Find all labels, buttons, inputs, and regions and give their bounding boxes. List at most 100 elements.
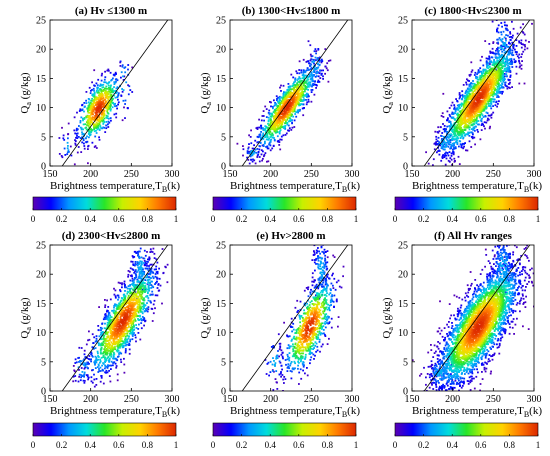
scatter-point bbox=[488, 99, 491, 101]
scatter-point bbox=[278, 126, 281, 129]
scatter-point bbox=[142, 318, 145, 321]
scatter-point bbox=[250, 142, 253, 145]
scatter-point bbox=[484, 40, 487, 42]
scatter-point bbox=[443, 139, 445, 142]
scatter-point bbox=[456, 104, 459, 107]
scatter-point bbox=[463, 105, 466, 108]
scatter-point bbox=[511, 86, 513, 88]
scatter-point bbox=[467, 125, 470, 127]
scatter-point bbox=[473, 99, 476, 102]
scatter-point bbox=[150, 269, 152, 272]
scatter-point bbox=[124, 337, 127, 340]
scatter-point bbox=[123, 295, 125, 298]
scatter-point bbox=[471, 119, 474, 122]
scatter-point bbox=[153, 268, 156, 271]
scatter-point bbox=[485, 103, 487, 105]
scatter-point bbox=[101, 120, 104, 123]
scatter-point bbox=[316, 71, 319, 73]
scatter-point bbox=[440, 139, 443, 142]
scatter-point bbox=[495, 20, 498, 21]
scatter-point bbox=[134, 334, 137, 336]
scatter-point bbox=[479, 70, 482, 73]
scatter-point bbox=[469, 98, 472, 100]
y-tick-label: 0 bbox=[221, 162, 226, 173]
scatter-point bbox=[293, 90, 295, 92]
scatter-point bbox=[469, 121, 471, 124]
scatter-point bbox=[82, 359, 85, 362]
scatter-point bbox=[463, 111, 465, 113]
scatter-point bbox=[506, 87, 509, 90]
scatter-point bbox=[147, 284, 150, 287]
scatter-point bbox=[507, 67, 510, 69]
scatter-point bbox=[117, 101, 120, 104]
scatter-point bbox=[267, 127, 270, 129]
scatter-point bbox=[329, 59, 332, 62]
scatter-point bbox=[503, 44, 506, 46]
scatter-point bbox=[137, 280, 140, 282]
scatter-point bbox=[458, 110, 461, 113]
scatter-point bbox=[85, 128, 88, 131]
panel-title: (c) 1800<Hv≤2300 m bbox=[424, 5, 521, 17]
scatter-point bbox=[505, 67, 507, 70]
scatter-point bbox=[127, 335, 130, 338]
scatter-point bbox=[451, 101, 454, 104]
scatter-point bbox=[271, 113, 274, 116]
scatter-point bbox=[442, 148, 445, 151]
scatter-point bbox=[251, 147, 254, 150]
scatter-point bbox=[487, 64, 490, 67]
scatter-point bbox=[324, 48, 327, 50]
scatter-point bbox=[449, 121, 452, 123]
scatter-point bbox=[286, 121, 289, 124]
scatter-point bbox=[470, 108, 473, 111]
scatter-point bbox=[452, 132, 455, 134]
scatter-point bbox=[291, 98, 294, 101]
scatter-point bbox=[489, 99, 492, 102]
scatter-point bbox=[452, 148, 454, 151]
scatter-point bbox=[280, 109, 283, 112]
scatter-point bbox=[488, 58, 491, 61]
scatter-point bbox=[98, 102, 101, 105]
scatter-point bbox=[498, 53, 500, 56]
scatter-point bbox=[262, 128, 265, 130]
scatter-point bbox=[97, 127, 100, 130]
scatter-point bbox=[122, 79, 125, 81]
scatter-point bbox=[114, 105, 116, 108]
x-axis-label: Brightness temperature,TB(k) bbox=[412, 180, 542, 194]
scatter-point bbox=[81, 131, 83, 134]
scatter-point bbox=[307, 98, 310, 101]
scatter-point bbox=[77, 146, 80, 148]
scatter-point bbox=[94, 126, 96, 128]
scatter-point bbox=[79, 108, 82, 111]
scatter-point bbox=[470, 96, 473, 98]
scatter-point bbox=[510, 36, 513, 38]
scatter-point bbox=[101, 127, 104, 130]
scatter-point bbox=[485, 60, 488, 63]
scatter-point bbox=[462, 108, 465, 111]
scatter-point bbox=[464, 97, 466, 100]
scatter-point bbox=[443, 127, 446, 130]
scatter-point bbox=[499, 84, 502, 87]
scatter-point bbox=[518, 53, 521, 56]
scatter-point bbox=[124, 344, 127, 347]
scatter-point bbox=[262, 132, 265, 135]
scatter-point bbox=[464, 100, 467, 103]
scatter-point bbox=[509, 74, 512, 77]
scatter-point bbox=[130, 331, 132, 334]
scatter-point bbox=[82, 379, 85, 382]
scatter-point bbox=[302, 114, 305, 117]
scatter-point bbox=[464, 142, 466, 144]
scatter-point bbox=[88, 132, 91, 135]
scatter-point bbox=[90, 118, 92, 121]
scatter-point bbox=[132, 269, 135, 271]
scatter-point bbox=[456, 137, 459, 140]
scatter-point bbox=[306, 101, 309, 104]
scatter-point bbox=[481, 73, 483, 76]
scatter-point bbox=[480, 95, 482, 98]
scatter-point bbox=[481, 75, 483, 77]
scatter-point bbox=[537, 38, 539, 40]
scatter-point bbox=[98, 104, 101, 107]
scatter-point bbox=[97, 96, 100, 99]
scatter-point bbox=[131, 66, 134, 69]
scatter-point bbox=[469, 93, 472, 96]
scatter-point bbox=[458, 92, 461, 94]
